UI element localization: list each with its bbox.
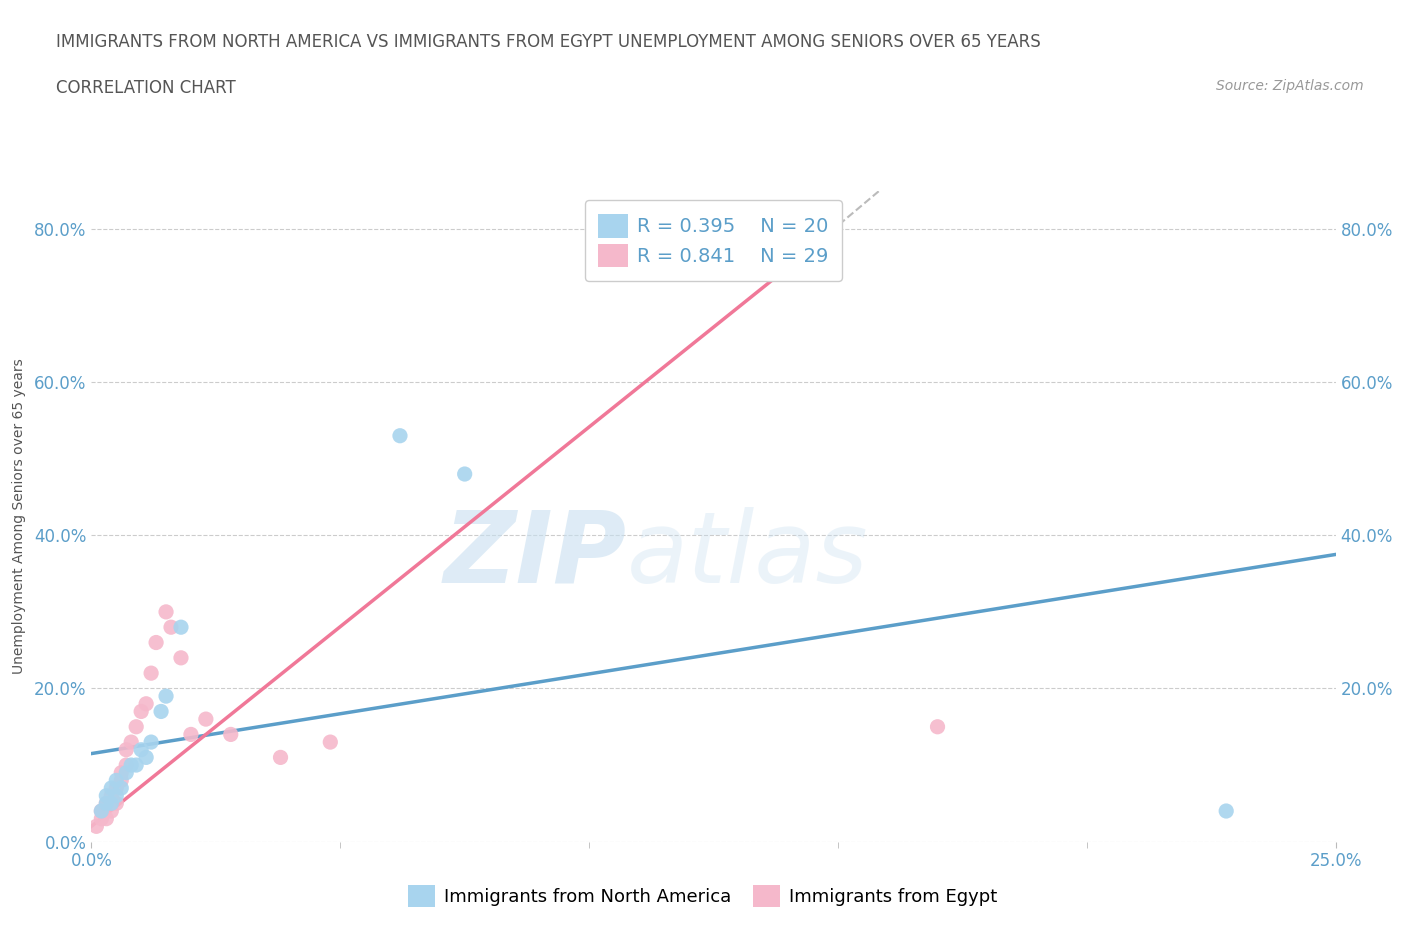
Point — [453, 467, 475, 482]
Point — [100, 789, 122, 804]
Point — [727, 237, 749, 252]
Point — [110, 765, 132, 780]
Point — [135, 697, 157, 711]
Point — [110, 773, 132, 788]
Point — [129, 742, 152, 757]
Point — [115, 742, 138, 757]
Point — [125, 719, 148, 734]
Legend: R = 0.395    N = 20, R = 0.841    N = 29: R = 0.395 N = 20, R = 0.841 N = 29 — [585, 200, 842, 281]
Point — [135, 750, 157, 764]
Point — [96, 796, 118, 811]
Point — [96, 811, 118, 826]
Point — [388, 429, 411, 444]
Point — [115, 765, 138, 780]
Text: ZIP: ZIP — [443, 507, 627, 604]
Point — [180, 727, 202, 742]
Point — [115, 758, 138, 773]
Text: IMMIGRANTS FROM NORTH AMERICA VS IMMIGRANTS FROM EGYPT UNEMPLOYMENT AMONG SENIOR: IMMIGRANTS FROM NORTH AMERICA VS IMMIGRA… — [56, 33, 1040, 50]
Point — [96, 796, 118, 811]
Point — [927, 719, 949, 734]
Point — [90, 804, 112, 818]
Point — [120, 758, 142, 773]
Text: Source: ZipAtlas.com: Source: ZipAtlas.com — [1216, 79, 1364, 93]
Point — [120, 735, 142, 750]
Point — [139, 735, 162, 750]
Point — [105, 780, 128, 795]
Text: atlas: atlas — [627, 507, 868, 604]
Point — [100, 796, 122, 811]
Point — [90, 811, 112, 826]
Point — [105, 773, 128, 788]
Legend: Immigrants from North America, Immigrants from Egypt: Immigrants from North America, Immigrant… — [399, 876, 1007, 916]
Point — [150, 704, 173, 719]
Point — [270, 750, 292, 764]
Point — [170, 650, 193, 665]
Y-axis label: Unemployment Among Seniors over 65 years: Unemployment Among Seniors over 65 years — [11, 358, 25, 674]
Point — [86, 819, 108, 834]
Point — [105, 789, 128, 804]
Point — [319, 735, 342, 750]
Point — [219, 727, 242, 742]
Point — [139, 666, 162, 681]
Point — [100, 804, 122, 818]
Point — [125, 758, 148, 773]
Point — [105, 796, 128, 811]
Point — [145, 635, 167, 650]
Point — [160, 619, 183, 634]
Text: CORRELATION CHART: CORRELATION CHART — [56, 79, 236, 97]
Point — [1215, 804, 1237, 818]
Point — [194, 711, 217, 726]
Point — [96, 789, 118, 804]
Point — [110, 780, 132, 795]
Point — [170, 619, 193, 634]
Point — [129, 704, 152, 719]
Point — [155, 604, 177, 619]
Point — [90, 804, 112, 818]
Point — [155, 689, 177, 704]
Point — [100, 780, 122, 795]
